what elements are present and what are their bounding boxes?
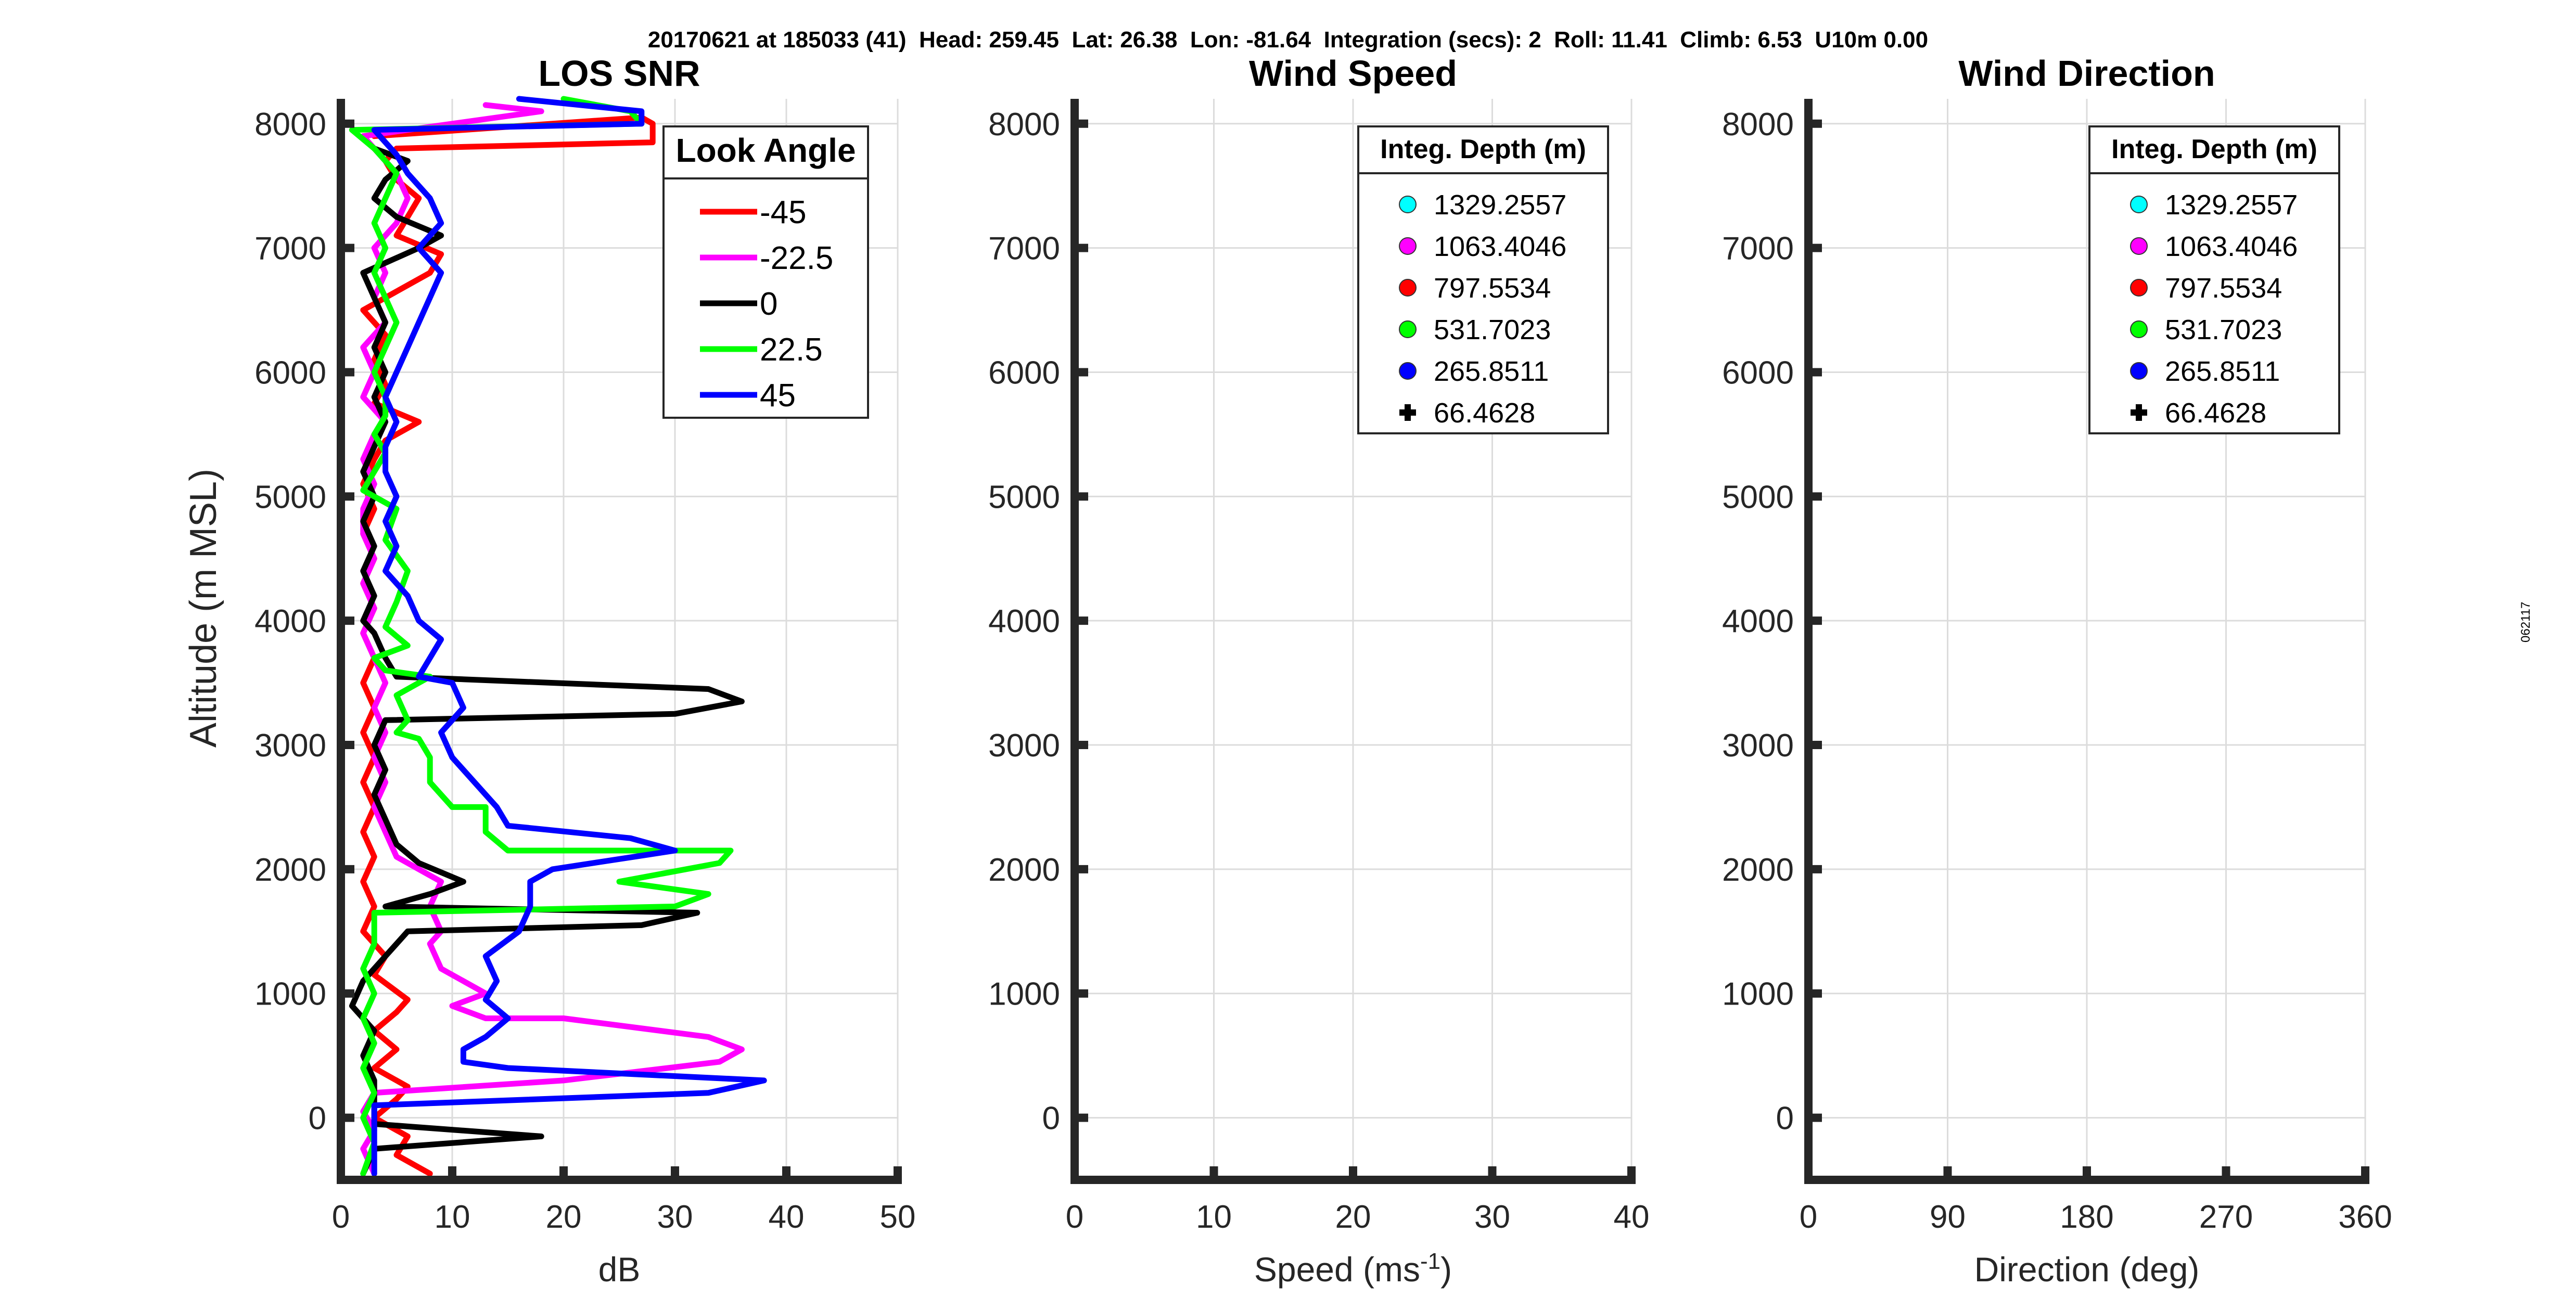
legend-label: 22.5 (760, 332, 823, 368)
y-tick-label: 4000 (254, 603, 326, 639)
x-tick-label: 0 (332, 1199, 350, 1235)
y-tick-label: 7000 (254, 231, 326, 267)
y-tick-label: 4000 (1722, 603, 1794, 639)
x-tick-label: 40 (1614, 1199, 1650, 1235)
legend-marker (2130, 279, 2148, 297)
y-tick-label: 8000 (1722, 107, 1794, 143)
x-tick-label: 0 (1800, 1199, 1817, 1235)
y-axis-label: Altitude (m MSL) (183, 469, 224, 748)
legend: Integ. Depth (m) 1329.2557 1063.4046 797.55… (2088, 125, 2340, 434)
x-tick-label: 30 (657, 1199, 693, 1235)
legend-marker (1399, 404, 1416, 421)
y-tick-label: 6000 (1722, 355, 1794, 391)
legend-label: 0 (760, 286, 777, 322)
y-tick-label: 8000 (988, 107, 1060, 143)
x-tick-label: 0 (1066, 1199, 1083, 1235)
y-tick-label: 0 (1776, 1101, 1794, 1137)
y-tick-label: 3000 (988, 728, 1060, 764)
legend-marker (2131, 404, 2147, 421)
x-tick-label: 40 (769, 1199, 805, 1235)
chart-panel-3: 0 90 180 270 360 0 1000 2000 3000 4000 5000 6000 700… (1722, 53, 2392, 1289)
legend-marker (2130, 320, 2148, 338)
x-tick-label: 20 (546, 1199, 582, 1235)
x-tick-label: 90 (1930, 1199, 1966, 1235)
series-line-45 (371, 96, 767, 1177)
legend-label: 1329.2557 (2165, 189, 2298, 221)
x-tick-label: 270 (2199, 1199, 2253, 1235)
legend-label: 797.5534 (2165, 273, 2282, 304)
legend-marker (1399, 320, 1417, 338)
y-tick-label: 0 (309, 1101, 326, 1137)
y-tick-label: 1000 (988, 976, 1060, 1012)
x-tick-label: 10 (435, 1199, 470, 1235)
y-tick-label: 3000 (1722, 728, 1794, 764)
y-tick-label: 0 (1042, 1101, 1060, 1137)
legend: Integ. Depth (m) 1329.2557 1063.4046 797.55… (1357, 125, 1609, 434)
legend-marker (2130, 196, 2148, 213)
y-tick-label: 2000 (988, 852, 1060, 888)
legend-marker (1399, 237, 1417, 255)
legend-box (2088, 125, 2340, 434)
y-tick-label: 6000 (988, 355, 1060, 391)
legend-label: 265.8511 (2165, 356, 2280, 387)
legend-label: 797.5534 (1434, 273, 1551, 304)
x-tick-label: 30 (1474, 1199, 1510, 1235)
y-tick-label: 6000 (254, 355, 326, 391)
y-tick-label: 5000 (988, 479, 1060, 515)
x-tick-label: 180 (2060, 1199, 2113, 1235)
chart-title: LOS SNR (538, 53, 700, 94)
legend-label: 265.8511 (1434, 356, 1549, 387)
y-tick-label: 4000 (988, 603, 1060, 639)
series-line-0 (349, 146, 745, 1177)
y-tick-label: 8000 (254, 107, 326, 143)
y-tick-label: 2000 (1722, 852, 1794, 888)
figure-supertitle: 20170621 at 185033 (41) Head: 259.45 Lat… (647, 27, 1929, 53)
legend-marker (2130, 237, 2148, 255)
y-tick-label: 2000 (254, 852, 326, 888)
x-axis-label: Direction (deg) (1974, 1250, 2200, 1289)
legend-marker (2130, 362, 2148, 380)
legend-label: 1063.4046 (2165, 231, 2298, 262)
y-tick-label: 7000 (1722, 231, 1794, 267)
x-axis-label: dB (598, 1250, 641, 1289)
legend-box (662, 125, 869, 419)
chart-panel-2: 0 10 20 30 40 0 1000 2000 3000 4000 5000 6000 7000 80… (988, 53, 1649, 1289)
y-tick-label: 1000 (254, 976, 326, 1012)
legend-label: 66.4628 (2165, 397, 2266, 429)
x-tick-label: 360 (2338, 1199, 2392, 1235)
legend-marker (1399, 279, 1417, 297)
legend-marker (1399, 196, 1417, 213)
legend-label: 531.7023 (1434, 314, 1551, 345)
series-line-22.5 (349, 96, 734, 1177)
x-axis-label-superscript: -1 (1420, 1249, 1440, 1274)
legend-title: Look Angle (675, 132, 856, 169)
legend-box (1357, 125, 1609, 434)
x-tick-label: 20 (1335, 1199, 1371, 1235)
legend-label: 66.4628 (1434, 397, 1535, 429)
legend-label: 45 (760, 378, 796, 414)
legend-title: Integ. Depth (m) (2111, 134, 2317, 164)
legend-label: -22.5 (760, 240, 833, 276)
chart-panel-1: 0 10 20 30 40 50 0 1000 2000 3000 4000 5000 6000 7000… (183, 53, 915, 1289)
legend: Look Angle -45 -22.5 0 22.5 45 (662, 125, 869, 419)
y-tick-label: 7000 (988, 231, 1060, 267)
y-tick-label: 3000 (254, 728, 326, 764)
legend-label: 1063.4046 (1434, 231, 1566, 262)
y-tick-label: 5000 (254, 479, 326, 515)
y-tick-label: 5000 (1722, 479, 1794, 515)
legend-label: 1329.2557 (1434, 189, 1566, 221)
legend-marker (1399, 362, 1417, 380)
legend-label: -45 (760, 195, 807, 230)
y-tick-label: 1000 (1722, 976, 1794, 1012)
x-tick-label: 50 (880, 1199, 916, 1235)
x-tick-label: 10 (1196, 1199, 1232, 1235)
x-axis-label: Speed (ms-1) (1254, 1249, 1452, 1289)
chart-title: Wind Speed (1249, 53, 1457, 94)
chart-title: Wind Direction (1958, 53, 2215, 94)
x-axis-label-suffix: ) (1440, 1250, 1452, 1289)
legend-label: 531.7023 (2165, 314, 2282, 345)
legend-title: Integ. Depth (m) (1380, 134, 1586, 164)
